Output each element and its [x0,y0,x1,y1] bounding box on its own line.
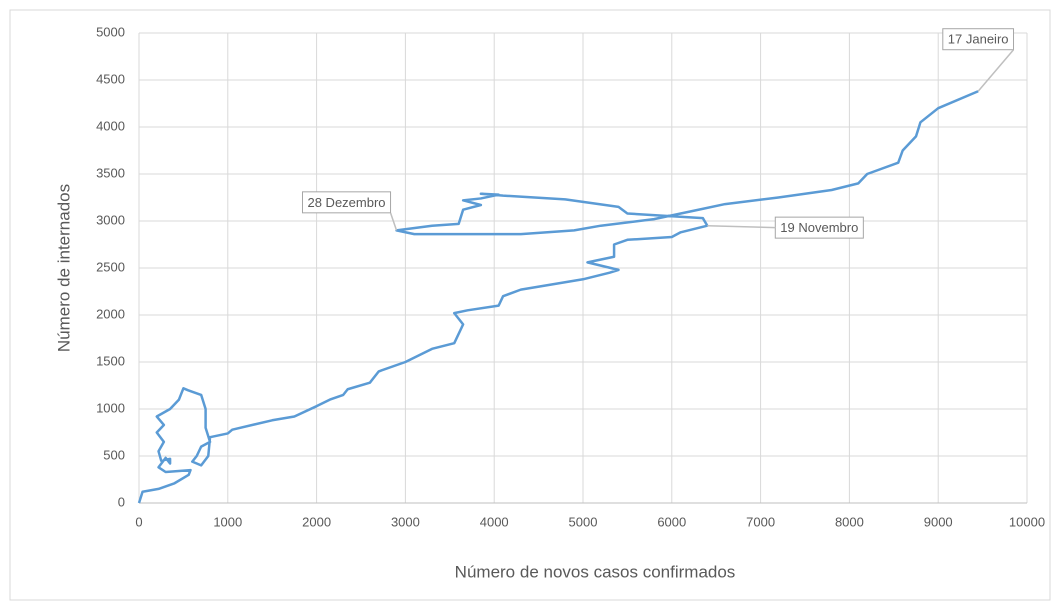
x-tick-label: 7000 [746,514,775,529]
annotation-label: 28 Dezembro [307,195,385,210]
y-tick-label: 3000 [96,212,125,227]
x-tick-label: 10000 [1009,514,1045,529]
y-tick-label: 1500 [96,353,125,368]
x-tick-label: 1000 [213,514,242,529]
y-tick-label: 4000 [96,118,125,133]
annotation-label: 19 Novembro [780,220,858,235]
annotation-leader [707,224,776,229]
annotation-label: 17 Janeiro [948,32,1009,47]
x-tick-label: 4000 [480,514,509,529]
x-tick-label: 0 [135,514,142,529]
x-tick-label: 2000 [302,514,331,529]
x-tick-label: 9000 [924,514,953,529]
y-tick-label: 0 [118,494,125,509]
x-tick-label: 5000 [569,514,598,529]
x-tick-label: 3000 [391,514,420,529]
data-line [137,90,979,504]
annotation-box [301,191,392,214]
annotation-leader [977,49,1015,92]
y-tick-label: 5000 [96,24,125,39]
y-axis-title: Número de internados [54,184,73,352]
y-tick-label: 4500 [96,71,125,86]
x-tick-label: 8000 [835,514,864,529]
annotation-box [942,28,1015,51]
y-tick-label: 3500 [96,165,125,180]
y-tick-label: 2000 [96,306,125,321]
x-axis-title: Número de novos casos confirmados [455,562,736,581]
annotation-leader [389,212,398,231]
y-tick-label: 1000 [96,400,125,415]
x-tick-label: 6000 [657,514,686,529]
y-tick-label: 500 [103,447,125,462]
chart-frame [9,9,1051,601]
y-tick-label: 2500 [96,259,125,274]
